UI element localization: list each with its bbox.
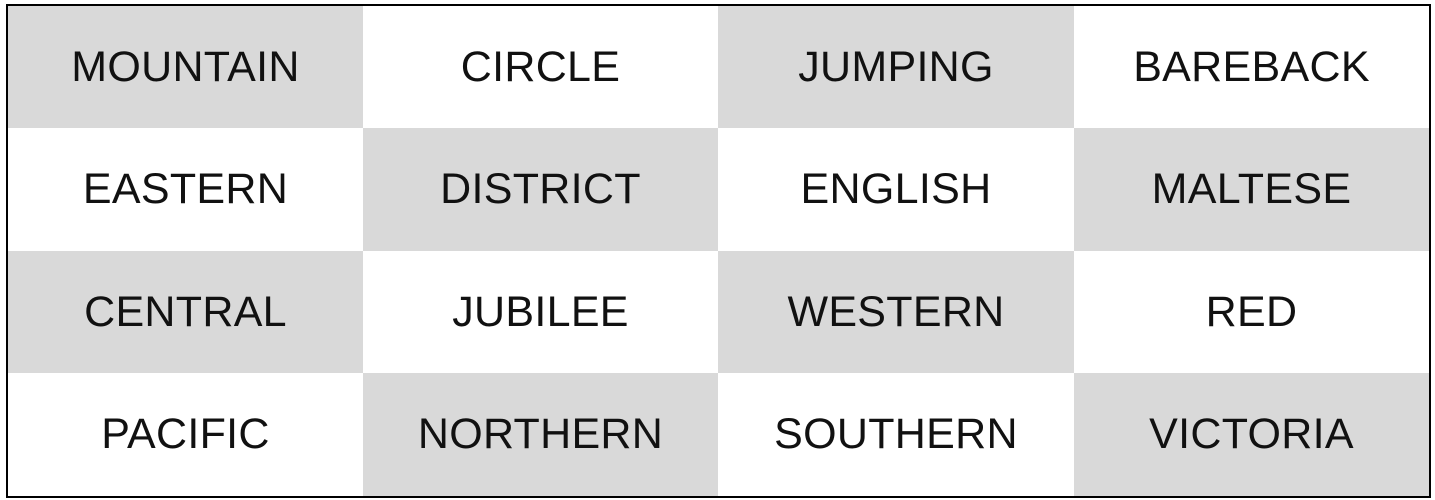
word-tile[interactable]: MALTESE: [1074, 128, 1429, 251]
word-tile[interactable]: SOUTHERN: [718, 373, 1074, 496]
word-tile[interactable]: ENGLISH: [718, 128, 1074, 251]
word-tile[interactable]: DISTRICT: [363, 128, 718, 251]
word-tile[interactable]: WESTERN: [718, 251, 1074, 373]
word-tile[interactable]: NORTHERN: [363, 373, 718, 496]
word-tile[interactable]: CIRCLE: [363, 6, 718, 128]
word-tile[interactable]: VICTORIA: [1074, 373, 1429, 496]
word-grid-board: MOUNTAIN CIRCLE JUMPING BAREBACK EASTERN…: [6, 4, 1431, 498]
word-tile[interactable]: MOUNTAIN: [8, 6, 363, 128]
word-tile[interactable]: RED: [1074, 251, 1429, 373]
word-tile[interactable]: BAREBACK: [1074, 6, 1429, 128]
word-tile[interactable]: JUBILEE: [363, 251, 718, 373]
word-tile[interactable]: CENTRAL: [8, 251, 363, 373]
word-tile[interactable]: PACIFIC: [8, 373, 363, 496]
word-tile[interactable]: JUMPING: [718, 6, 1074, 128]
word-tile[interactable]: EASTERN: [8, 128, 363, 251]
